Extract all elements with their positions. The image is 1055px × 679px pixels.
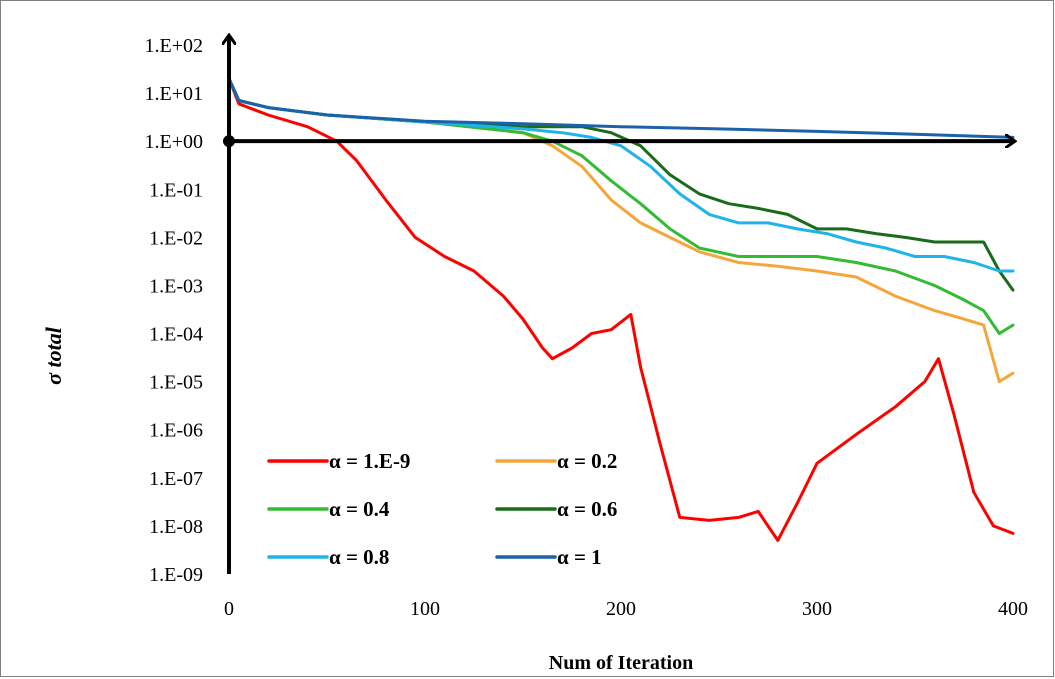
y-tick-label: 1.E-07 <box>149 468 203 490</box>
legend-label-3: α = 0.6 <box>557 497 617 521</box>
y-tick-label: 1.E-08 <box>149 516 203 538</box>
series-line-1 <box>227 77 1015 384</box>
y-tick-label: 1.E-06 <box>149 420 203 442</box>
x-axis-label: Num of Iteration <box>549 652 693 674</box>
y-tick-label: 1.E-05 <box>149 372 203 394</box>
x-tick-labels: 0 100 200 300 400 <box>224 598 1028 620</box>
legend: α = 1.E-9 α = 0.2 α = 0.4 α = 0.6 α = 0.8 α =… <box>267 449 617 569</box>
x-tick-label: 100 <box>410 598 440 620</box>
legend-label-0: α = 1.E-9 <box>329 449 410 473</box>
x-tick-label: 300 <box>802 598 832 620</box>
x-tick-label: 200 <box>606 598 636 620</box>
y-tick-labels: 1.E+02 1.E+01 1.E+00 1.E-01 1.E-02 1.E-03 1.E-… <box>145 35 204 586</box>
series-layer <box>227 77 1015 542</box>
y-axis-label: σ total <box>41 326 66 385</box>
series-line-4 <box>227 77 1015 273</box>
y-tick-label: 1.E-01 <box>149 179 203 201</box>
legend-label-1: α = 0.2 <box>557 449 617 473</box>
x-tick-label: 0 <box>224 598 234 620</box>
x-tick-label: 400 <box>998 598 1028 620</box>
legend-label-4: α = 0.8 <box>329 545 389 569</box>
y-tick-label: 1.E+02 <box>145 35 204 57</box>
series-line-0 <box>227 77 1015 542</box>
legend-label-5: α = 1 <box>557 545 602 569</box>
y-tick-label: 1.E+00 <box>145 131 204 153</box>
y-tick-label: 1.E-04 <box>149 324 203 346</box>
axes-layer <box>223 37 1013 574</box>
legend-label-2: α = 0.4 <box>329 497 390 521</box>
axis-origin-dot <box>223 135 235 148</box>
y-tick-label: 1.E-09 <box>149 564 203 586</box>
series-line-5 <box>227 77 1015 139</box>
y-tick-label: 1.E-03 <box>149 275 203 297</box>
y-tick-label: 1.E+01 <box>145 83 204 105</box>
series-line-3 <box>227 77 1015 292</box>
y-tick-label: 1.E-02 <box>149 227 203 249</box>
